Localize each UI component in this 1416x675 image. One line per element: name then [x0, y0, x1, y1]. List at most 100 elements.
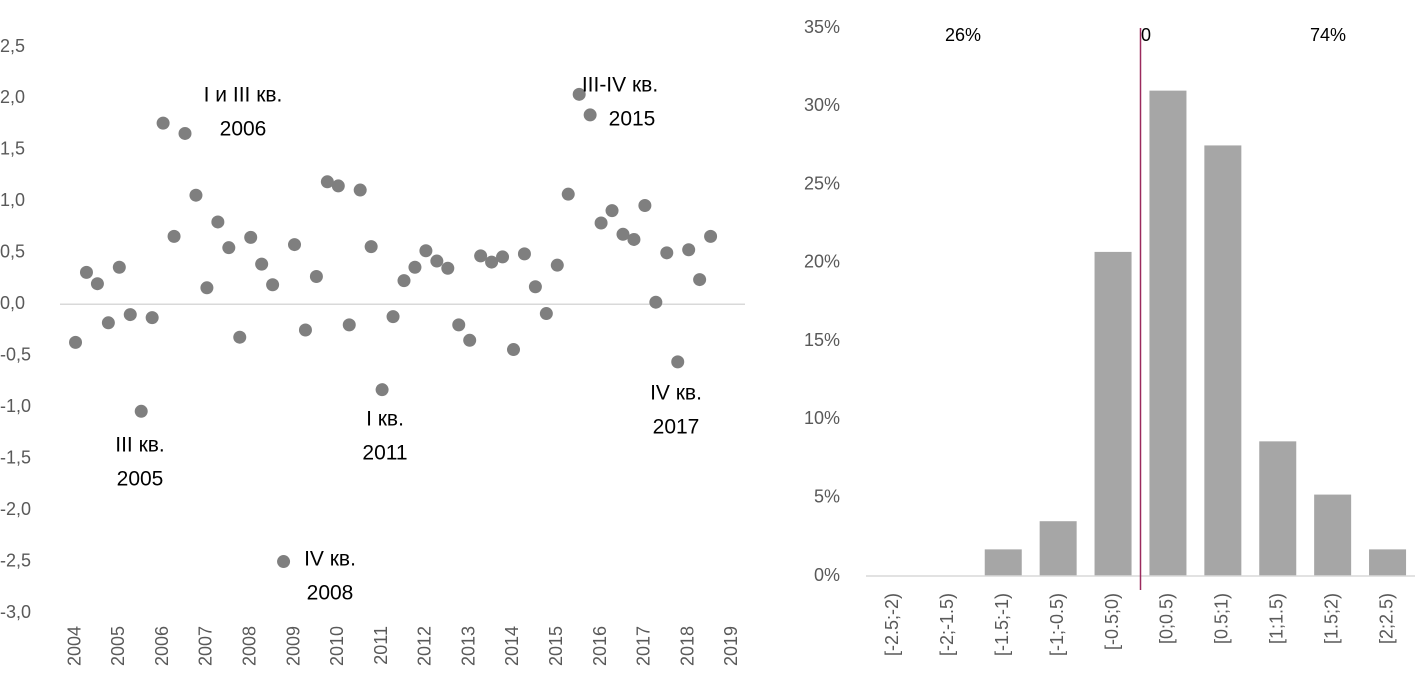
point: [550, 258, 564, 272]
point: [660, 246, 674, 260]
x-tick-label: [-2.5;-2): [882, 593, 902, 656]
bar: [1314, 494, 1352, 576]
y-tick-label: 30%: [804, 95, 840, 115]
x-tick-label: [1;1.5): [1267, 593, 1287, 644]
x-tick-label: [-2;-1.5): [937, 593, 957, 656]
x-tick-label: [0.5;1): [1212, 593, 1232, 644]
annotation: 2011: [362, 442, 407, 465]
x-tick-label: 2012: [415, 626, 435, 666]
point: [255, 257, 269, 271]
point: [145, 311, 159, 325]
y-tick-label: 25%: [804, 173, 840, 193]
point: [266, 278, 280, 292]
point: [123, 308, 137, 322]
y-tick-label: -3,0: [0, 602, 31, 622]
x-tick-label: 2011: [371, 626, 391, 665]
x-tick-label: 2016: [590, 626, 610, 666]
y-tick-label: 35%: [804, 17, 840, 37]
y-tick-label: 2,5: [0, 36, 25, 56]
annotation: I и III кв.: [204, 84, 283, 107]
x-tick-label: 2017: [634, 626, 654, 666]
y-tick-label: 0,5: [0, 242, 25, 262]
point: [496, 250, 510, 264]
bar: [984, 549, 1022, 576]
point: [320, 175, 334, 189]
point: [704, 229, 718, 243]
point: [463, 333, 477, 347]
annotation: I кв.: [366, 408, 404, 431]
point: [430, 254, 444, 268]
point: [353, 183, 367, 197]
point: [605, 204, 619, 218]
y-tick-label: 2,0: [0, 87, 25, 107]
point: [222, 241, 236, 255]
point: [200, 281, 214, 295]
point: [485, 255, 499, 269]
y-tick-label: 20%: [804, 252, 840, 272]
y-tick-label: -2,0: [0, 499, 31, 519]
x-tick-label: 2004: [64, 626, 84, 666]
annotation: 2015: [609, 108, 656, 131]
y-tick-label: 15%: [804, 330, 840, 350]
point: [178, 126, 192, 140]
point: [572, 87, 586, 101]
x-tick-label: 2019: [721, 626, 741, 666]
point: [419, 244, 433, 258]
bar: [1204, 145, 1242, 576]
point: [397, 274, 411, 288]
bar: [1149, 90, 1187, 576]
x-tick-label: 2015: [546, 626, 566, 666]
y-tick-label: 5%: [814, 486, 840, 506]
point: [693, 273, 707, 287]
x-tick-label: [-0.5;0): [1102, 593, 1122, 650]
bar: [1369, 549, 1407, 576]
point: [616, 227, 630, 241]
x-tick-label: [-1;-0.5): [1047, 593, 1067, 656]
y-tick-label: -1,5: [0, 447, 31, 467]
annotation: IV кв.: [650, 382, 702, 405]
point: [408, 260, 422, 274]
y-tick-label: 0%: [814, 565, 840, 585]
point: [528, 280, 542, 294]
point: [309, 269, 323, 283]
y-tick-label: -2,5: [0, 550, 31, 570]
bar: [1094, 251, 1132, 576]
annotation: 2006: [220, 118, 267, 141]
x-tick-label: 2007: [196, 626, 216, 666]
point: [79, 265, 93, 279]
point: [156, 116, 170, 130]
point: [331, 179, 345, 193]
y-tick-label: 1,0: [0, 190, 25, 210]
point: [134, 404, 148, 418]
x-tick-label: 2009: [283, 626, 303, 666]
point: [189, 188, 203, 202]
point: [441, 261, 455, 275]
point: [682, 243, 696, 257]
y-tick-label: -0,5: [0, 344, 31, 364]
point: [627, 232, 641, 246]
y-tick-label: 0,0: [0, 293, 25, 313]
point: [288, 238, 302, 252]
point: [167, 229, 181, 243]
point: [452, 318, 466, 332]
point: [298, 323, 312, 337]
point: [474, 249, 488, 263]
annotation: III-IV кв.: [582, 74, 658, 97]
x-tick-label: [2;2.5): [1376, 593, 1396, 644]
point: [539, 307, 553, 321]
point: [561, 187, 575, 201]
annotation: III кв.: [115, 434, 165, 457]
bar: [1039, 521, 1077, 576]
point: [69, 335, 83, 349]
annotation: 2017: [653, 416, 700, 439]
point: [112, 260, 126, 274]
x-tick-label: 2014: [502, 626, 522, 666]
point: [342, 318, 356, 332]
x-tick-label: [0;0.5): [1157, 593, 1177, 644]
point: [649, 295, 663, 309]
x-tick-label: 2010: [327, 626, 347, 666]
point: [506, 343, 520, 357]
annotation: IV кв.: [304, 548, 356, 571]
x-tick-label: [1.5;2): [1321, 593, 1341, 644]
